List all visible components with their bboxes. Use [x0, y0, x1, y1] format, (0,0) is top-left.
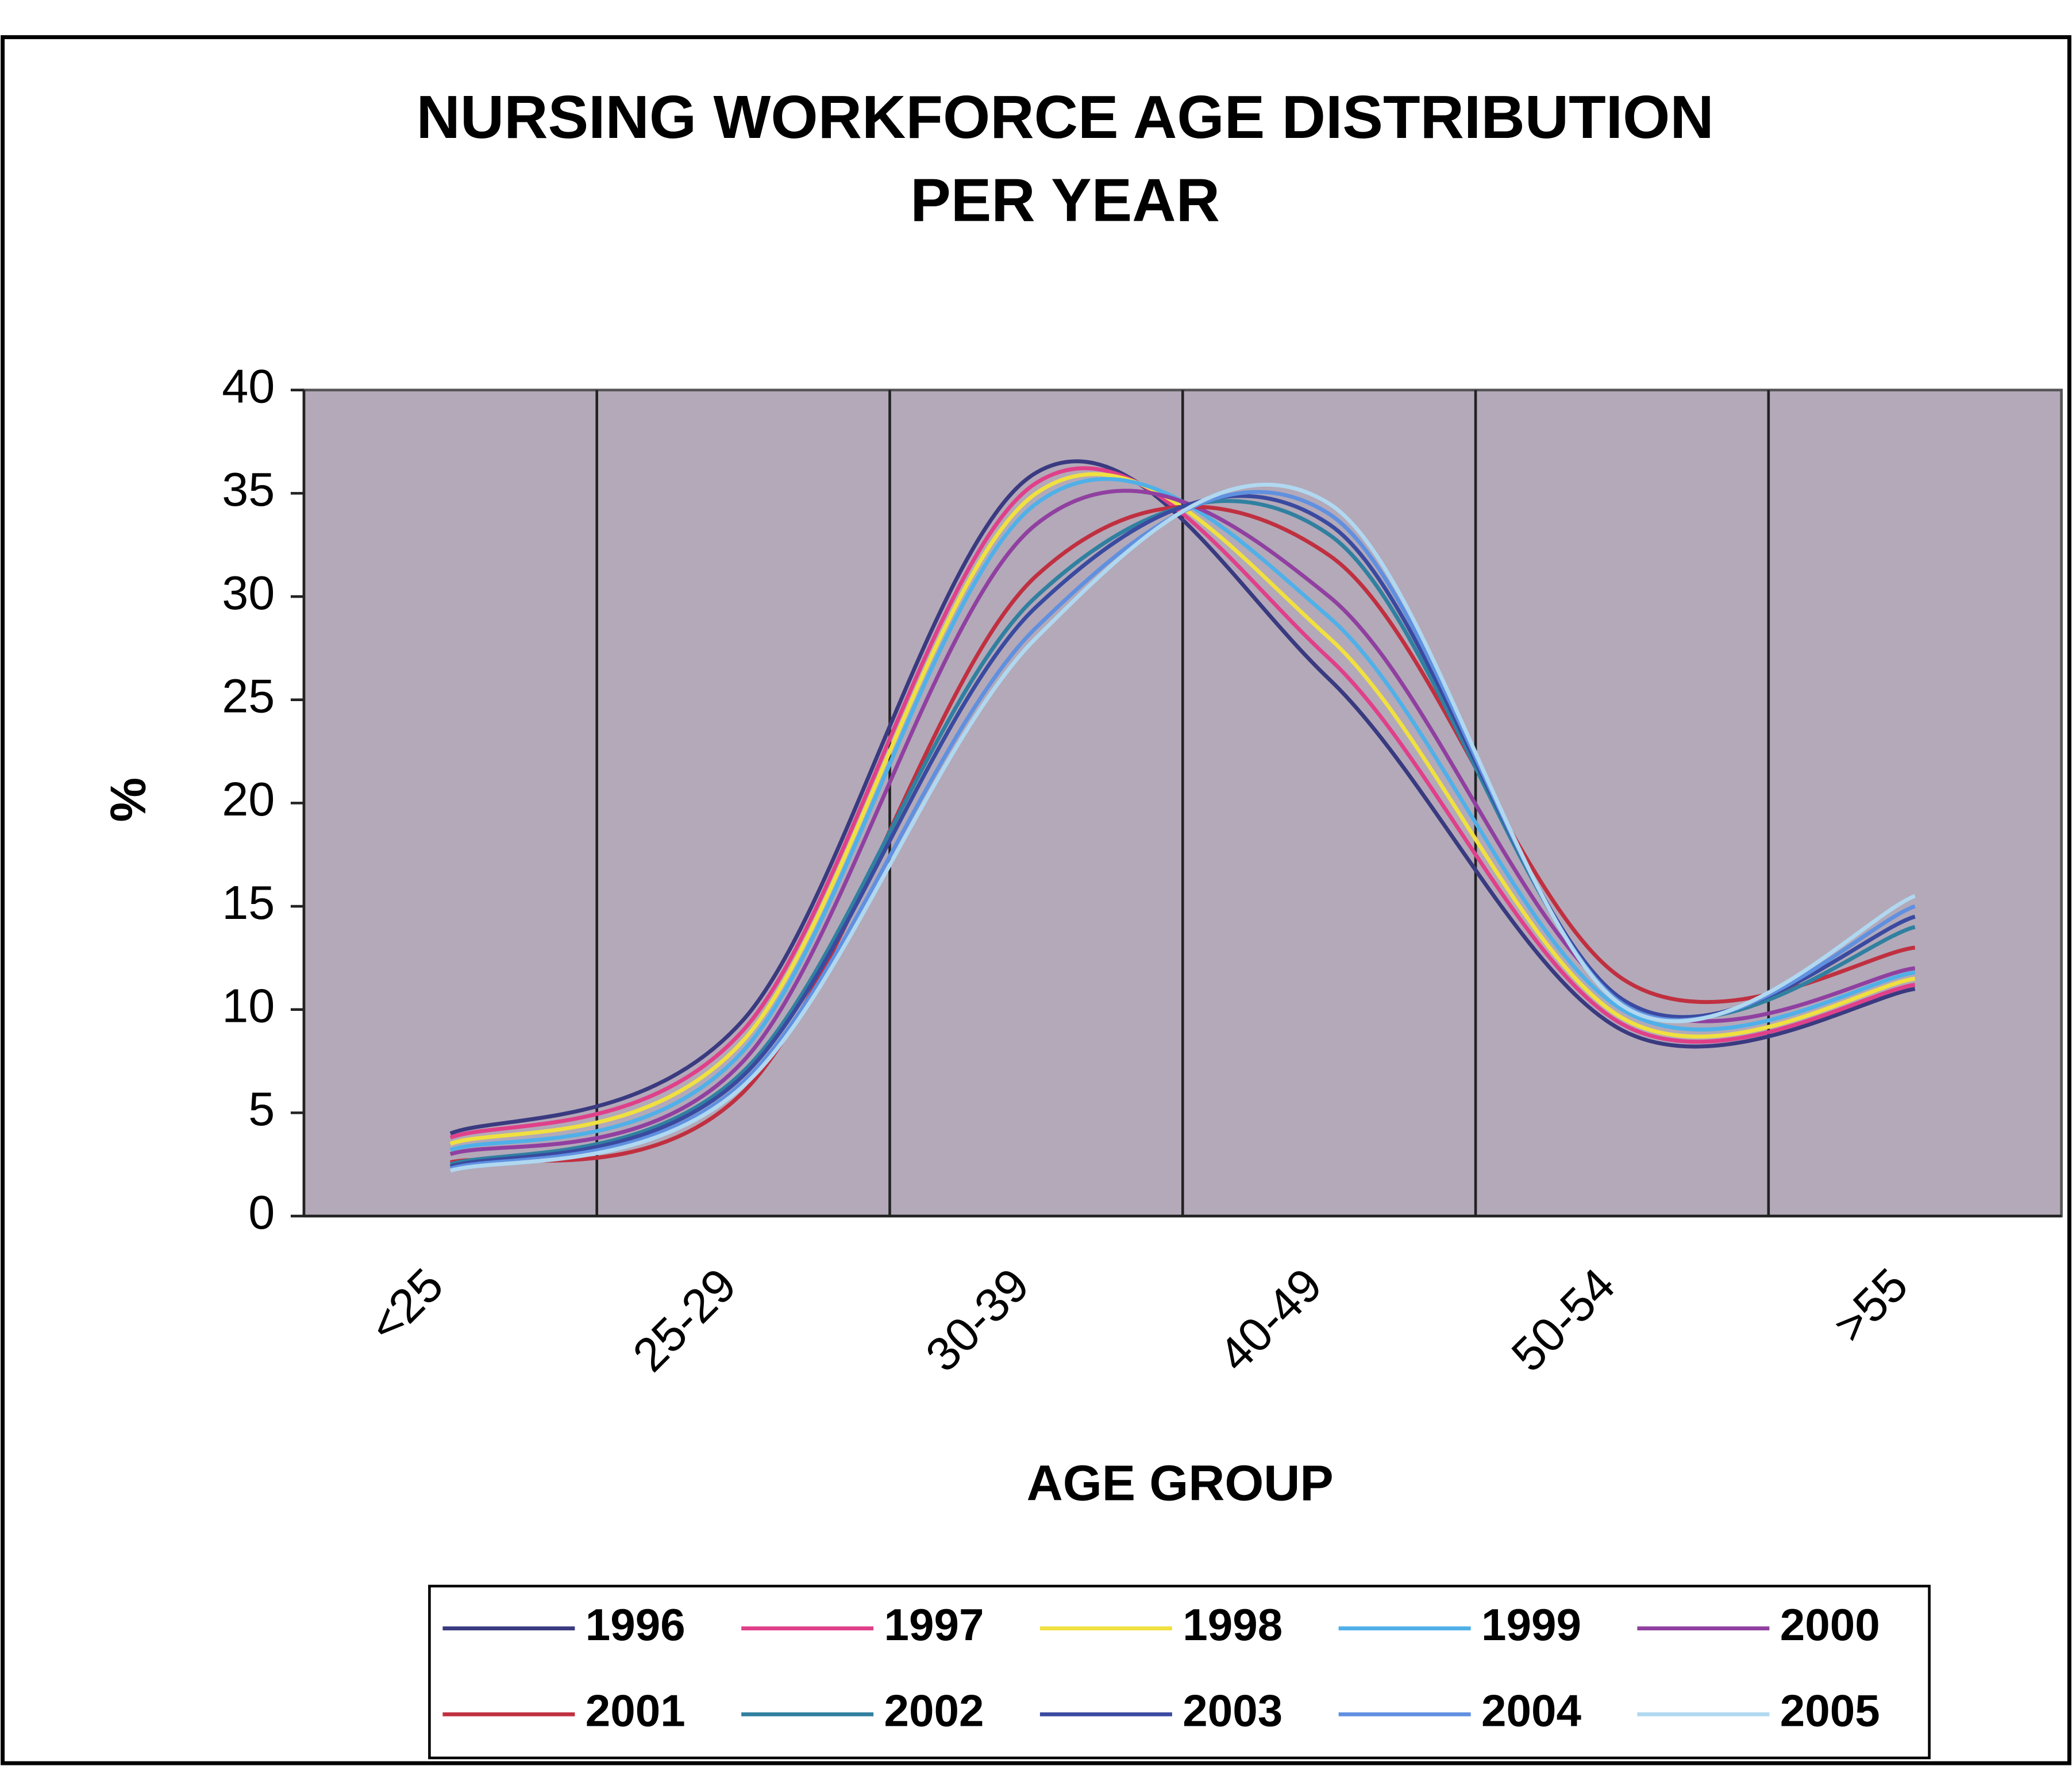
series-line [449, 466, 1916, 1140]
legend-label: 2000 [1780, 1599, 1880, 1650]
y-tick-label: 5 [248, 1082, 275, 1136]
y-tick-label: 40 [222, 360, 275, 413]
legend-label: 2003 [1183, 1686, 1283, 1736]
legend-label: 2004 [1481, 1686, 1581, 1736]
legend-label: 2001 [586, 1686, 685, 1736]
y-tick-label: 25 [222, 670, 275, 723]
legend-label: 1999 [1481, 1599, 1581, 1650]
y-tick-label: 0 [248, 1186, 275, 1239]
x-axis-title: AGE GROUP [1027, 1455, 1334, 1511]
legend-label: 1998 [1183, 1599, 1283, 1650]
legend-label: 1997 [884, 1599, 984, 1650]
chart-title: PER YEAR [910, 167, 1220, 234]
chart-title: NURSING WORKFORCE AGE DISTRIBUTION [416, 83, 1713, 151]
series-line [450, 505, 1916, 1164]
y-axis-title: % [100, 778, 156, 822]
y-tick-label: 30 [222, 566, 275, 620]
legend-label: 2005 [1780, 1686, 1880, 1736]
legend-label: 2002 [884, 1686, 984, 1736]
y-tick-label: 20 [222, 772, 275, 826]
legend-label: 1996 [586, 1599, 685, 1650]
series-line [449, 477, 1916, 1152]
y-tick-label: 35 [222, 463, 275, 516]
y-tick-label: 15 [222, 876, 275, 929]
legend [428, 1584, 1931, 1760]
series-line [449, 482, 1916, 1173]
y-tick-label: 10 [222, 979, 275, 1033]
